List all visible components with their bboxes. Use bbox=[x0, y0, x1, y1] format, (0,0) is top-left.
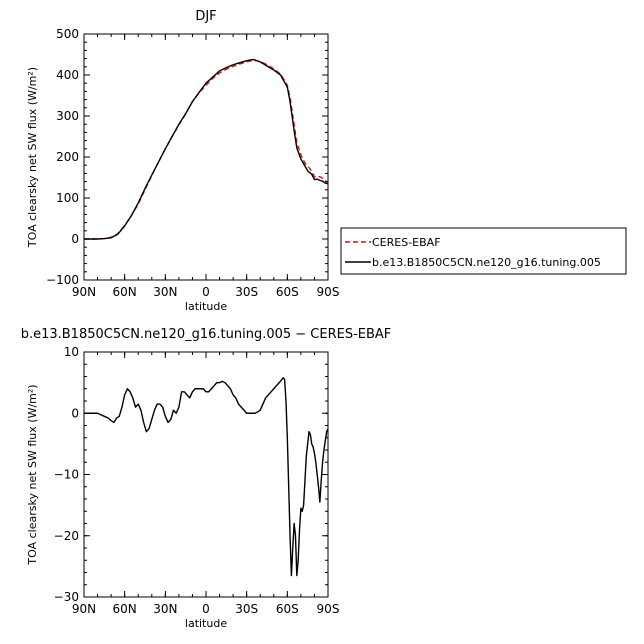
legend-label-1: b.e13.B1850C5CN.ne120_g16.tuning.005 bbox=[372, 256, 601, 269]
legend: CERES-EBAF b.e13.B1850C5CN.ne120_g16.tuni… bbox=[340, 227, 627, 275]
x-tick-label: 0 bbox=[202, 602, 210, 616]
legend-box bbox=[340, 227, 627, 275]
series-line-0 bbox=[84, 59, 328, 240]
x-axis-label: latitude bbox=[185, 300, 227, 313]
legend-label-0: CERES-EBAF bbox=[372, 236, 441, 249]
x-tick-label: 30S bbox=[235, 602, 258, 616]
x-tick-label: 0 bbox=[202, 285, 210, 299]
y-tick-label: 0 bbox=[71, 406, 79, 420]
x-tick-label: 60N bbox=[113, 285, 137, 299]
bottom-panel: 90N 60N 30N 0 30S 60S 90S −30 −20 −10 0 10 b.e13.B18… bbox=[21, 327, 392, 630]
x-tick-label: 30N bbox=[153, 285, 177, 299]
y-tick-label: −20 bbox=[54, 529, 79, 543]
y-tick-label: 10 bbox=[64, 345, 79, 359]
y-axis-label: TOA clearsky net SW flux (W/m²) bbox=[26, 67, 39, 248]
y-tick-label: 500 bbox=[56, 27, 79, 41]
series-group bbox=[84, 58, 328, 240]
top-panel: 90N 60N 30N 0 30S 60S 90S −100 0 100 200 300 400 500 D… bbox=[26, 9, 339, 313]
x-tick-label: 60S bbox=[276, 602, 299, 616]
x-tick-label: 60N bbox=[113, 602, 137, 616]
y-tick-label: 200 bbox=[56, 150, 79, 164]
plot-frame bbox=[83, 33, 329, 281]
x-axis-label: latitude bbox=[185, 617, 227, 630]
series-line-1 bbox=[84, 58, 328, 240]
y-tick-label: 100 bbox=[56, 191, 79, 205]
x-tick-label: 90N bbox=[72, 285, 96, 299]
x-tick-label: 30S bbox=[235, 285, 258, 299]
x-tick-label: 90N bbox=[72, 602, 96, 616]
series-line-0 bbox=[84, 377, 328, 577]
y-tick-label: −10 bbox=[54, 468, 79, 482]
y-tick-label: −30 bbox=[54, 590, 79, 604]
y-tick-label: 300 bbox=[56, 109, 79, 123]
series-group bbox=[84, 377, 328, 577]
x-tick-label: 60S bbox=[276, 285, 299, 299]
chart-title: DJF bbox=[195, 9, 216, 24]
chart-title: b.e13.B1850C5CN.ne120_g16.tuning.005 − C… bbox=[21, 327, 392, 342]
y-tick-label: 0 bbox=[71, 232, 79, 246]
x-tick-label: 30N bbox=[153, 602, 177, 616]
y-tick-label: −100 bbox=[46, 273, 79, 287]
x-tick-label: 90S bbox=[317, 602, 340, 616]
y-tick-label: 400 bbox=[56, 68, 79, 82]
y-axis-label: TOA clearsky net SW flux (W/m²) bbox=[26, 384, 39, 565]
x-tick-label: 90S bbox=[317, 285, 340, 299]
